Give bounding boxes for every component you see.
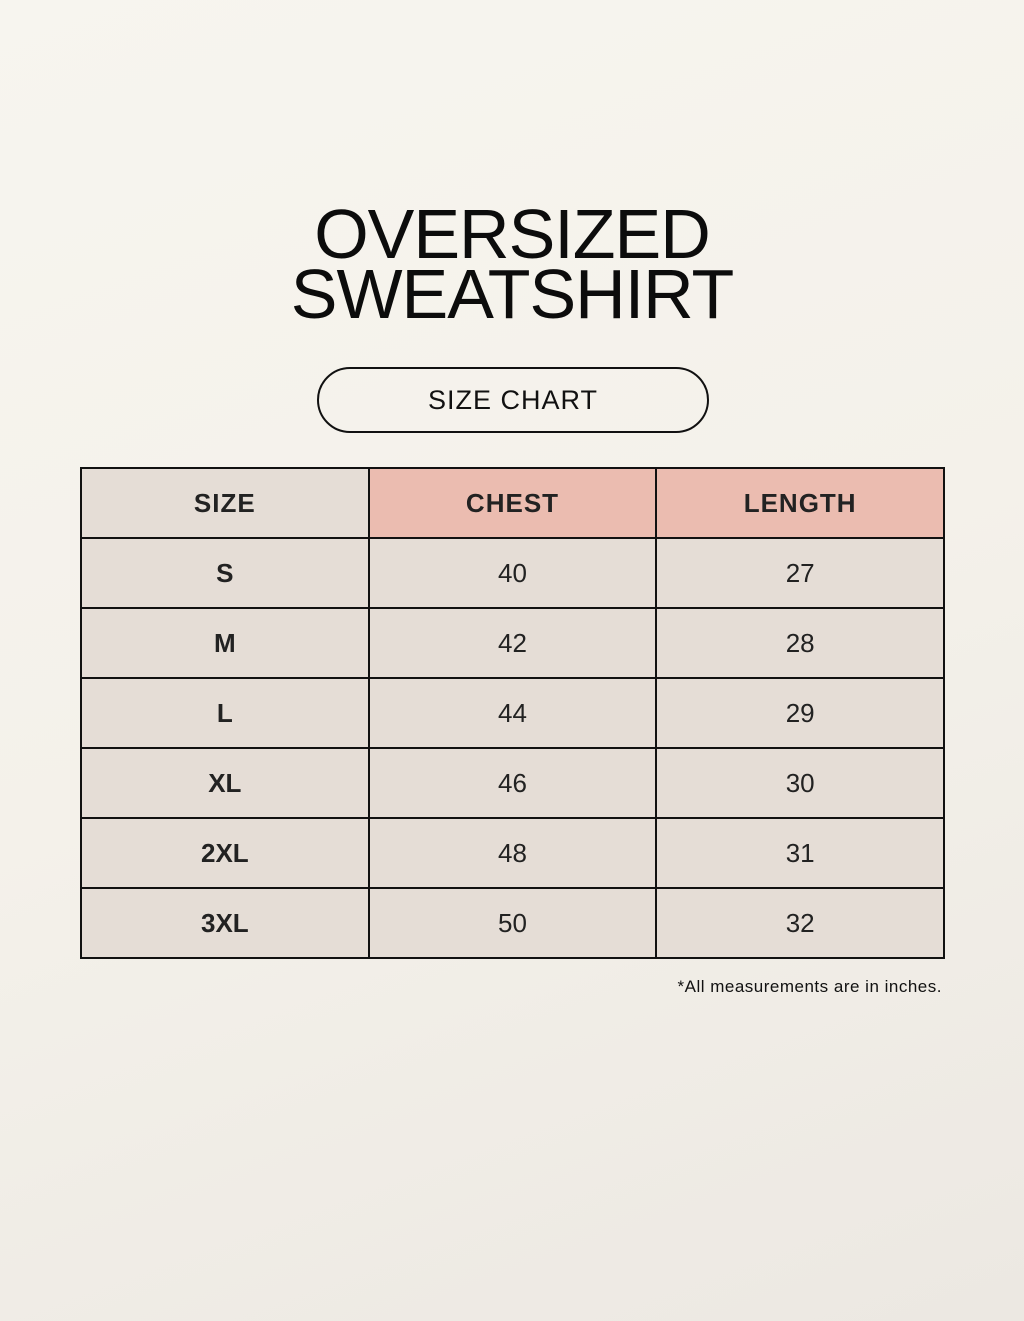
table-cell: 3XL <box>80 887 370 959</box>
table-cell: 28 <box>655 607 945 679</box>
table-cell: 40 <box>367 537 658 609</box>
table-cell: CHEST <box>367 467 658 539</box>
title-line: SWEATSHIRT <box>290 255 734 333</box>
table-row: S 40 27 <box>80 537 945 609</box>
table-row: 3XL 50 32 <box>80 887 945 959</box>
note: *All measurements are in inches. <box>677 977 942 996</box>
table-cell: 29 <box>655 677 945 749</box>
subtitle: SIZE CHART <box>317 367 709 433</box>
table-cell: 32 <box>655 887 945 959</box>
table-cell: L <box>80 677 370 749</box>
table-cell: 44 <box>367 677 658 749</box>
title-line: OVERSIZED <box>314 195 711 273</box>
table-row: SIZE CHEST LENGTH <box>80 467 945 539</box>
table-cell: S <box>80 537 370 609</box>
table-row: L 44 29 <box>80 677 945 749</box>
table-cell: 30 <box>655 747 945 819</box>
size-table: SIZE CHEST LENGTH S 40 27 M 42 28 L 44 29 XL 46 30 2XL 4… <box>80 467 945 959</box>
table-cell: 42 <box>367 607 658 679</box>
table-cell: 50 <box>367 887 658 959</box>
table-cell: 2XL <box>80 817 370 889</box>
table-cell: 48 <box>367 817 658 889</box>
table-row: M 42 28 <box>80 607 945 679</box>
table-cell: LENGTH <box>655 467 945 539</box>
table-cell: M <box>80 607 370 679</box>
table-cell: 27 <box>655 537 945 609</box>
table-cell: XL <box>80 747 370 819</box>
table-row: 2XL 48 31 <box>80 817 945 889</box>
table-cell: 31 <box>655 817 945 889</box>
table-cell: 46 <box>367 747 658 819</box>
table-cell: SIZE <box>80 467 370 539</box>
table-row: XL 46 30 <box>80 747 945 819</box>
